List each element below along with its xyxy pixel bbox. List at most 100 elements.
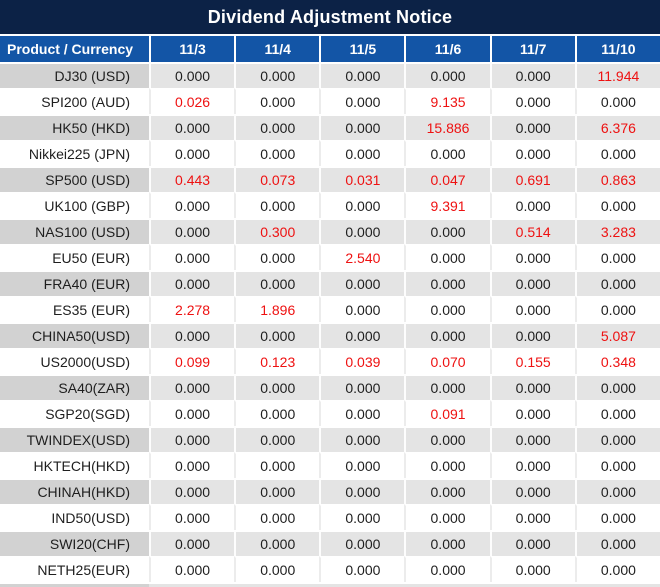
title-bar: Dividend Adjustment Notice <box>0 0 660 36</box>
value-cell: 9.135 <box>404 88 490 114</box>
value-cell: 0.000 <box>149 114 235 140</box>
value-cell: 0.000 <box>234 270 320 296</box>
table-row: ES35 (EUR) 2.278 1.896 0.000 0.000 0.000… <box>0 296 660 322</box>
value-cell: 0.000 <box>404 452 490 478</box>
value-cell: 0.000 <box>574 504 660 530</box>
value-cell: 0.000 <box>489 426 575 452</box>
product-cell: ES35 (EUR) <box>0 296 149 322</box>
table-row: CHINAH(HKD) 0.000 0.000 0.000 0.000 0.00… <box>0 478 660 504</box>
table-row: Nikkei225 (JPN) 0.000 0.000 0.000 0.000 … <box>0 140 660 166</box>
date-header: 11/7 <box>489 36 575 62</box>
value-cell: 0.000 <box>319 452 405 478</box>
value-cell: 0.000 <box>234 192 320 218</box>
value-cell: 0.000 <box>234 322 320 348</box>
value-cell: 0.000 <box>149 426 235 452</box>
table-row: UK100 (GBP) 0.000 0.000 0.000 9.391 0.00… <box>0 192 660 218</box>
value-cell: 0.000 <box>234 374 320 400</box>
product-cell: SPI200 (AUD) <box>0 88 149 114</box>
value-cell: 0.000 <box>234 140 320 166</box>
product-cell: SWI20(CHF) <box>0 530 149 556</box>
value-cell: 0.000 <box>574 270 660 296</box>
value-cell: 0.070 <box>404 348 490 374</box>
value-cell: 0.000 <box>404 296 490 322</box>
product-cell: SA40(ZAR) <box>0 374 149 400</box>
product-cell: FRA40 (EUR) <box>0 270 149 296</box>
value-cell: 0.000 <box>489 192 575 218</box>
value-cell: 0.000 <box>149 400 235 426</box>
value-cell: 0.000 <box>319 426 405 452</box>
value-cell: 0.000 <box>574 374 660 400</box>
value-cell: 0.000 <box>234 62 320 88</box>
value-cell: 0.000 <box>234 88 320 114</box>
table-row: NAS100 (USD) 0.000 0.300 0.000 0.000 0.5… <box>0 218 660 244</box>
value-cell: 6.376 <box>574 114 660 140</box>
value-cell: 0.000 <box>234 400 320 426</box>
value-cell: 0.047 <box>404 166 490 192</box>
value-cell: 0.691 <box>489 166 575 192</box>
value-cell: 0.000 <box>404 62 490 88</box>
table-row: IND50(USD) 0.000 0.000 0.000 0.000 0.000… <box>0 504 660 530</box>
value-cell: 0.000 <box>489 452 575 478</box>
table-row: DJ30 (USD) 0.000 0.000 0.000 0.000 0.000… <box>0 62 660 88</box>
value-cell: 0.000 <box>149 218 235 244</box>
value-cell: 0.000 <box>574 88 660 114</box>
value-cell: 0.000 <box>319 556 405 582</box>
value-cell: 0.000 <box>234 114 320 140</box>
value-cell: 0.000 <box>319 296 405 322</box>
value-cell: 0.000 <box>234 426 320 452</box>
value-cell: 0.000 <box>234 556 320 582</box>
value-cell: 0.000 <box>404 322 490 348</box>
date-header: 11/5 <box>319 36 405 62</box>
table-row: SA40(ZAR) 0.000 0.000 0.000 0.000 0.000 … <box>0 374 660 400</box>
value-cell: 0.000 <box>489 270 575 296</box>
value-cell: 0.000 <box>149 556 235 582</box>
product-cell: TWINDEX(USD) <box>0 426 149 452</box>
value-cell: 0.000 <box>319 114 405 140</box>
table-row: HKTECH(HKD) 0.000 0.000 0.000 0.000 0.00… <box>0 452 660 478</box>
value-cell: 9.391 <box>404 192 490 218</box>
value-cell: 0.000 <box>489 322 575 348</box>
value-cell: 2.540 <box>319 244 405 270</box>
value-cell: 0.000 <box>574 556 660 582</box>
value-cell: 0.000 <box>404 530 490 556</box>
product-cell: CHINA50(USD) <box>0 322 149 348</box>
value-cell: 0.073 <box>234 166 320 192</box>
table-row: NETH25(EUR) 0.000 0.000 0.000 0.000 0.00… <box>0 556 660 582</box>
value-cell: 0.000 <box>574 140 660 166</box>
value-cell: 0.000 <box>489 400 575 426</box>
table-row: FRA40 (EUR) 0.000 0.000 0.000 0.000 0.00… <box>0 270 660 296</box>
date-header: 11/4 <box>234 36 320 62</box>
value-cell: 0.000 <box>149 244 235 270</box>
bottom-edge-value-area <box>149 584 660 587</box>
product-cell: UK100 (GBP) <box>0 192 149 218</box>
dividend-table: Product / Currency 11/3 11/4 11/5 11/6 1… <box>0 36 660 582</box>
table-row: CHINA50(USD) 0.000 0.000 0.000 0.000 0.0… <box>0 322 660 348</box>
table-row: HK50 (HKD) 0.000 0.000 0.000 15.886 0.00… <box>0 114 660 140</box>
value-cell: 0.026 <box>149 88 235 114</box>
value-cell: 0.000 <box>489 114 575 140</box>
value-cell: 0.000 <box>149 504 235 530</box>
product-cell: IND50(USD) <box>0 504 149 530</box>
product-cell: SP500 (USD) <box>0 166 149 192</box>
value-cell: 0.091 <box>404 400 490 426</box>
value-cell: 0.000 <box>574 192 660 218</box>
value-cell: 0.000 <box>149 140 235 166</box>
value-cell: 0.000 <box>404 478 490 504</box>
value-cell: 0.000 <box>149 270 235 296</box>
table-row: SP500 (USD) 0.443 0.073 0.031 0.047 0.69… <box>0 166 660 192</box>
value-cell: 0.000 <box>489 530 575 556</box>
value-cell: 0.000 <box>404 374 490 400</box>
value-cell: 0.000 <box>319 270 405 296</box>
value-cell: 0.000 <box>149 322 235 348</box>
value-cell: 2.278 <box>149 296 235 322</box>
value-cell: 0.000 <box>234 244 320 270</box>
product-cell: HK50 (HKD) <box>0 114 149 140</box>
value-cell: 0.031 <box>319 166 405 192</box>
date-header: 11/10 <box>574 36 660 62</box>
value-cell: 0.000 <box>149 374 235 400</box>
value-cell: 0.000 <box>404 426 490 452</box>
value-cell: 0.000 <box>574 426 660 452</box>
table-row: SGP20(SGD) 0.000 0.000 0.000 0.091 0.000… <box>0 400 660 426</box>
value-cell: 0.000 <box>149 530 235 556</box>
